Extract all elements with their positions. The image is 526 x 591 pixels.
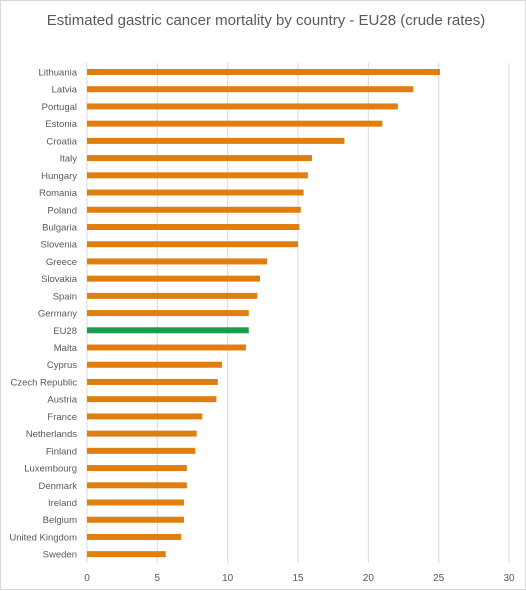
x-tick-label: 20 xyxy=(363,573,375,584)
bar-croatia xyxy=(87,137,345,144)
category-label: France xyxy=(47,412,77,423)
category-label: Poland xyxy=(47,205,77,216)
category-label: Luxembourg xyxy=(24,464,77,475)
category-label: Cyprus xyxy=(47,360,77,371)
bar-czech-republic xyxy=(87,378,218,385)
bar-finland xyxy=(87,447,196,454)
category-label: Estonia xyxy=(45,119,77,130)
category-label: Portugal xyxy=(42,102,77,113)
bar-ireland xyxy=(87,499,185,506)
category-label: Czech Republic xyxy=(10,377,77,388)
x-tick-label: 30 xyxy=(503,573,515,584)
category-label: Latvia xyxy=(52,85,78,96)
x-tick-label: 0 xyxy=(84,573,90,584)
bar-romania xyxy=(87,189,304,196)
category-label: Germany xyxy=(38,309,77,320)
bar-slovakia xyxy=(87,275,261,282)
category-label: Ireland xyxy=(48,498,77,509)
category-label: Spain xyxy=(53,291,77,302)
category-label: Denmark xyxy=(38,481,77,492)
category-label: Slovakia xyxy=(41,274,78,285)
bar-hungary xyxy=(87,172,308,179)
bar-italy xyxy=(87,155,313,162)
bar-germany xyxy=(87,310,249,317)
bar-luxembourg xyxy=(87,465,187,472)
bar-austria xyxy=(87,396,217,403)
category-label: EU28 xyxy=(53,326,77,337)
bar-latvia xyxy=(87,86,414,93)
category-label: Netherlands xyxy=(26,429,77,440)
chart-title: Estimated gastric cancer mortality by co… xyxy=(46,12,486,29)
category-label: Slovenia xyxy=(41,240,78,251)
bar-sweden xyxy=(87,551,166,558)
bar-slovenia xyxy=(87,241,298,248)
category-label: Malta xyxy=(54,343,78,354)
category-label: Austria xyxy=(47,395,77,406)
bar-spain xyxy=(87,292,258,299)
category-label: United Kingdom xyxy=(9,532,77,543)
category-label: Greece xyxy=(46,257,77,268)
category-label: Belgium xyxy=(43,515,77,526)
category-label: Sweden xyxy=(43,550,77,561)
category-label: Italy xyxy=(60,154,78,165)
category-label: Croatia xyxy=(46,136,77,147)
bar-malta xyxy=(87,344,246,351)
bar-eu28 xyxy=(87,327,249,334)
bar-bulgaria xyxy=(87,223,300,230)
bar-greece xyxy=(87,258,268,265)
category-label: Bulgaria xyxy=(42,222,78,233)
bar-belgium xyxy=(87,516,185,523)
category-label: Finland xyxy=(46,446,77,457)
category-label: Lithuania xyxy=(38,68,77,79)
category-label: Hungary xyxy=(41,171,77,182)
x-tick-label: 15 xyxy=(292,573,304,584)
x-tick-label: 25 xyxy=(433,573,445,584)
bar-poland xyxy=(87,206,301,213)
bar-denmark xyxy=(87,482,187,489)
bar-netherlands xyxy=(87,430,197,437)
bar-estonia xyxy=(87,120,383,127)
bar-cyprus xyxy=(87,361,223,368)
category-label: Romania xyxy=(39,188,78,199)
bar-france xyxy=(87,413,203,420)
bar-lithuania xyxy=(87,69,441,75)
x-tick-label: 10 xyxy=(222,573,234,584)
x-tick-label: 5 xyxy=(155,573,161,584)
bar-united-kingdom xyxy=(87,533,182,540)
bar-portugal xyxy=(87,103,398,110)
